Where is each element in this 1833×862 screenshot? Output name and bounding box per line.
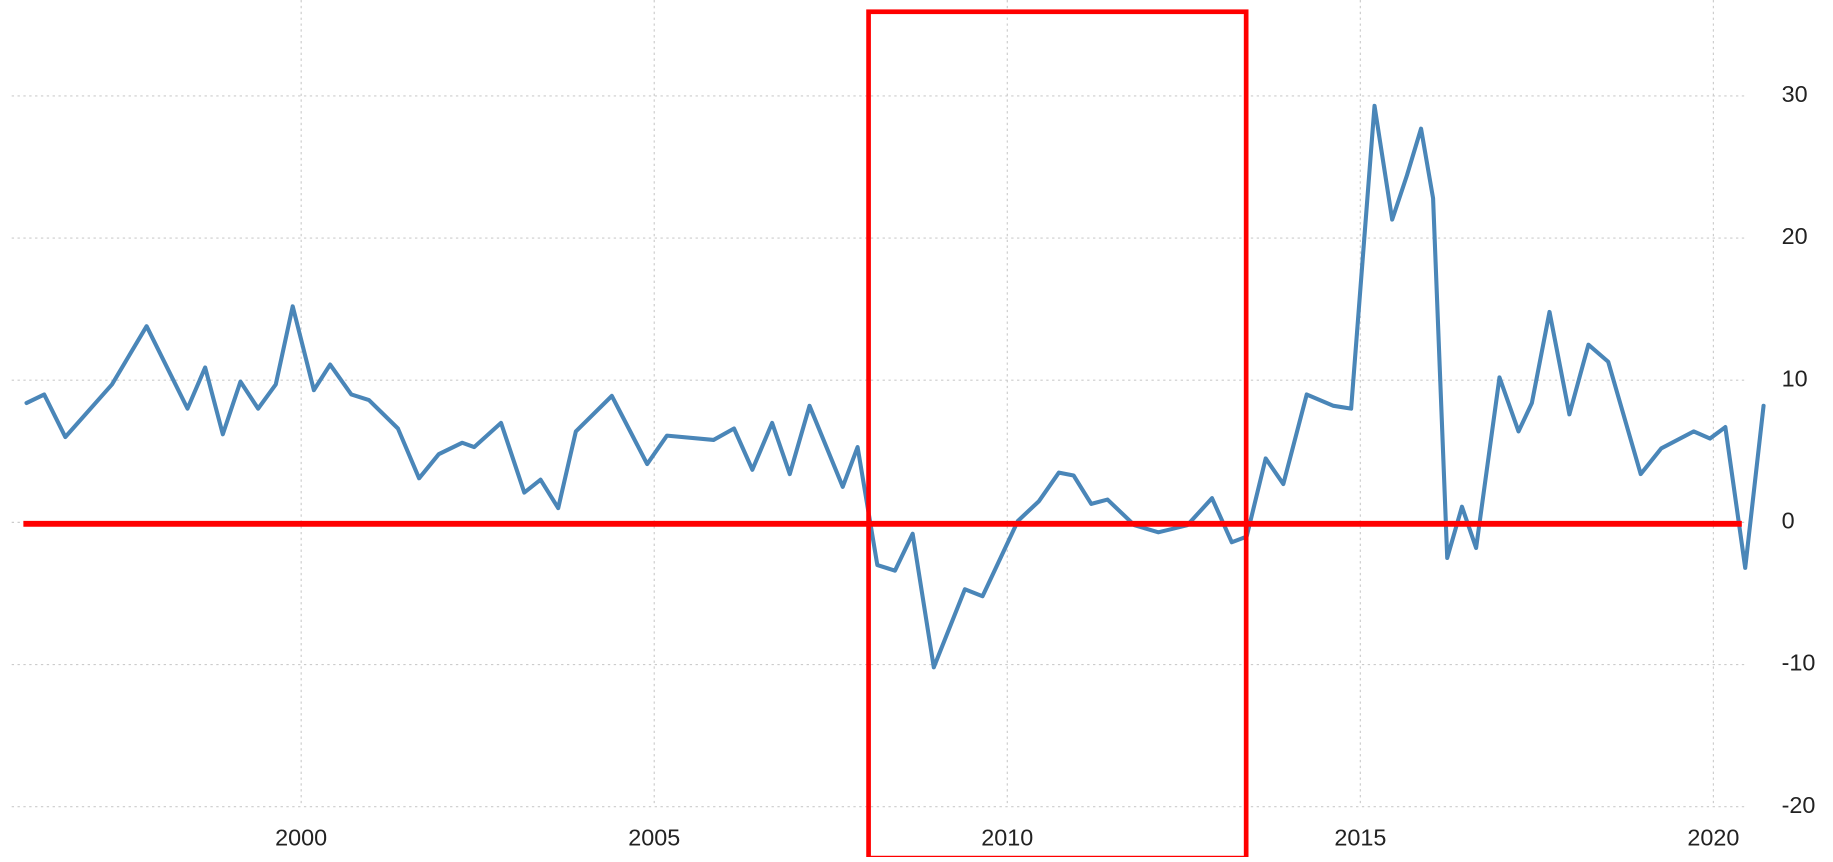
x-tick-label: 2000 (275, 825, 327, 851)
x-tick-label: 2015 (1334, 825, 1386, 851)
red-highlight-box (866, 9, 1249, 861)
x-tick-label: 2005 (628, 825, 680, 851)
x-tick-label: 2010 (981, 825, 1033, 851)
y-tick-label: 20 (1782, 223, 1808, 249)
grid-layer (11, 0, 1745, 808)
y-tick-label: -20 (1782, 792, 1816, 818)
y-tick-label: 10 (1782, 365, 1808, 391)
y-tick-label: 30 (1782, 81, 1808, 107)
x-tick-label: 2020 (1687, 825, 1739, 851)
line-series (24, 103, 1766, 670)
y-tick-label: -10 (1782, 650, 1816, 676)
y-tick-label: 0 (1782, 508, 1795, 534)
